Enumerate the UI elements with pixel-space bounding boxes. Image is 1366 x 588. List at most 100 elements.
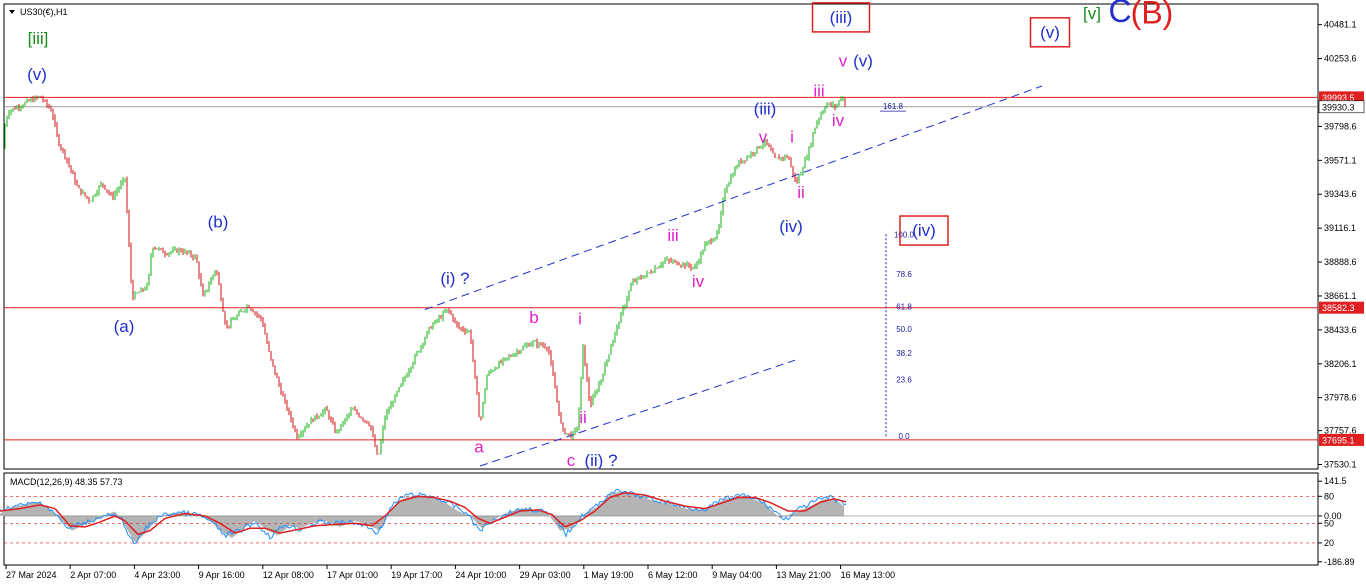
wave-label: i xyxy=(578,309,582,328)
boxed-label-frame xyxy=(811,2,871,33)
symbol-label: US30(€),H1 xyxy=(20,7,68,17)
degree-label: [v] xyxy=(1083,4,1101,23)
fib-level-label: 100.0 xyxy=(894,230,915,239)
price-tick-label: 38206.1 xyxy=(1324,359,1357,369)
macd-label: MACD(12,26,9) 48.35 57.73 xyxy=(10,477,123,487)
fib-extension-label: 161.8 xyxy=(883,102,904,111)
wave-label: b xyxy=(529,308,538,327)
level-price-label: 38582.3 xyxy=(1322,303,1355,313)
time-tick-label: 19 Apr 17:00 xyxy=(391,570,442,580)
price-tick-label: 40481.1 xyxy=(1324,20,1357,30)
symbol-header[interactable]: US30(€),H1 xyxy=(9,7,68,17)
fib-level-label: 23.6 xyxy=(896,376,912,385)
wave-label: (v) xyxy=(27,65,47,84)
degree-label: C xyxy=(1108,0,1131,29)
fib-level-label: 0.0 xyxy=(898,432,910,441)
price-tick-label: 38661.1 xyxy=(1324,291,1357,301)
macd-indicator xyxy=(0,488,1318,545)
macd-tick-label: 141.5 xyxy=(1324,476,1347,486)
price-tick-label: 37978.6 xyxy=(1324,393,1357,403)
macd-tick-label: -186.89 xyxy=(1324,557,1355,567)
price-tick-label: 37757.6 xyxy=(1324,426,1357,436)
time-tick-label: 24 Apr 10:00 xyxy=(455,570,506,580)
wave-label: (ii) ? xyxy=(584,451,617,470)
channel-line-1 xyxy=(479,359,796,467)
wave-label: ii xyxy=(579,408,587,427)
time-tick-label: 4 Apr 23:00 xyxy=(134,570,180,580)
level-price-label: 39993.5 xyxy=(1322,93,1355,103)
channel-line-0 xyxy=(424,85,1043,310)
time-tick-label: 9 May 04:00 xyxy=(712,570,762,580)
macd-tick-label: 0.00 xyxy=(1324,511,1342,521)
wave-label: iii xyxy=(667,226,678,245)
level-price-tag xyxy=(1319,301,1364,314)
fib-level-label: 38.2 xyxy=(896,349,912,358)
time-tick-label: 27 Mar 2024 xyxy=(6,570,57,580)
current-price-label: 39930.3 xyxy=(1322,102,1355,112)
collapse-triangle-icon[interactable] xyxy=(9,10,15,14)
price-tick-label: 37530.1 xyxy=(1324,460,1357,470)
price-tick-label: 39571.1 xyxy=(1324,155,1357,165)
time-tick-label: 17 Apr 01:00 xyxy=(327,570,378,580)
price-tick-label: 38433.6 xyxy=(1324,325,1357,335)
macd-tick-label: 80 xyxy=(1324,491,1334,501)
wave-label: [iii] xyxy=(28,29,49,48)
time-axis: 27 Mar 2024 2 Apr 07:00 4 Apr 23:00 9 Apr 1… xyxy=(5,565,896,580)
time-tick-label: 16 May 13:00 xyxy=(841,570,896,580)
macd-signal-line xyxy=(0,491,847,536)
level-price-tag xyxy=(1319,91,1364,104)
degree-label: (B) xyxy=(1131,0,1174,30)
time-tick-label: 13 May 21:00 xyxy=(776,570,831,580)
wave-label: c xyxy=(567,451,576,470)
level-price-tag xyxy=(1319,433,1364,446)
price-tick-label: 39798.6 xyxy=(1324,121,1357,131)
fibonacci-retracement: 100.0 78.6 61.8 50.0 38.2 23.6 0.0 161.8 xyxy=(880,102,915,441)
boxed-label-frame xyxy=(899,215,949,246)
wave-label: iv xyxy=(832,111,845,130)
main-panel-frame xyxy=(3,3,1319,470)
fib-level-label: 78.6 xyxy=(896,270,912,279)
price-tick-label: 39116.1 xyxy=(1324,223,1356,233)
macd-histogram xyxy=(0,491,844,542)
trend-channel xyxy=(424,85,1043,467)
price-axis: 40481.1 40253.6 39798.6 39571.1 39343.6 39116… xyxy=(1318,20,1365,470)
boxed-wave-label: (v) xyxy=(1040,23,1060,42)
level-price-label: 37695.1 xyxy=(1322,435,1355,445)
wave-label: a xyxy=(474,438,484,457)
wave-label: (b) xyxy=(208,213,229,232)
wave-label: ii xyxy=(797,183,805,202)
wave-label: iii xyxy=(813,81,824,100)
wave-label: (v) xyxy=(853,52,873,71)
macd-panel-frame xyxy=(3,472,1319,566)
wave-label: v xyxy=(759,128,768,147)
price-tick-label: 40253.6 xyxy=(1324,54,1357,64)
wave-label: (iii) xyxy=(754,99,777,118)
macd-tick-label: 50 xyxy=(1324,518,1334,528)
fib-level-label: 50.0 xyxy=(896,325,912,334)
time-tick-label: 6 May 12:00 xyxy=(648,570,698,580)
price-candles xyxy=(4,95,846,455)
wave-label: i xyxy=(790,128,794,147)
price-tick-label: 38888.6 xyxy=(1324,257,1357,267)
wave-label: iv xyxy=(692,272,705,291)
macd-line xyxy=(0,488,847,545)
wave-label: v xyxy=(839,52,848,71)
macd-tick-label: 20 xyxy=(1324,538,1334,548)
fib-level-label: 61.8 xyxy=(896,303,912,312)
boxed-wave-label: (iv) xyxy=(912,221,936,240)
time-tick-label: 12 Apr 08:00 xyxy=(263,570,314,580)
wave-label: (i) ? xyxy=(440,269,469,288)
boxed-label-frame xyxy=(1029,17,1071,48)
wave-label: (a) xyxy=(114,317,135,336)
price-tick-label: 39343.6 xyxy=(1324,189,1357,199)
time-tick-label: 2 Apr 07:00 xyxy=(70,570,116,580)
boxed-wave-label: (iii) xyxy=(830,8,853,27)
time-tick-label: 29 Apr 03:00 xyxy=(520,570,571,580)
wave-label: (iv) xyxy=(779,217,803,236)
current-price-tag xyxy=(1318,100,1365,114)
time-tick-label: 9 Apr 16:00 xyxy=(199,570,245,580)
time-tick-label: 1 May 19:00 xyxy=(584,570,634,580)
